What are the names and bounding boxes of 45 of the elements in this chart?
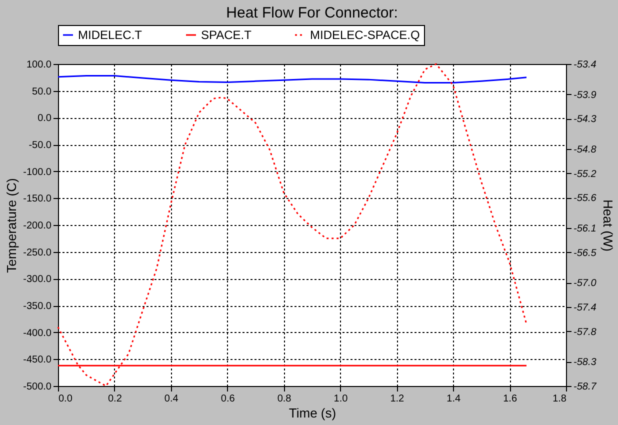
y2-tick-label: -53.9 [574, 90, 597, 101]
y-tick-label: -450.0 [23, 354, 52, 366]
legend-label: MIDELEC-SPACE.Q [310, 28, 420, 42]
y2-tick-label: -58.3 [574, 357, 597, 368]
y2-tick-label: -55.6 [574, 193, 597, 204]
y-tick-label: -100.0 [23, 166, 52, 178]
y2-tick-label: -56.5 [574, 248, 597, 259]
y2-tick-label: -57.8 [574, 326, 597, 338]
y2-tick-label: -57.0 [574, 278, 597, 290]
y2-axis-title: Heat (W) [600, 200, 616, 252]
y-tick-label: -300.0 [23, 274, 52, 286]
y2-tick-label: -53.4 [574, 60, 597, 70]
x-tick-label: 1.2 [390, 394, 405, 404]
y2-tick-label: -57.4 [574, 302, 597, 314]
y-tick-label: -500.0 [23, 382, 52, 392]
y-axis-title: Temperature (C) [4, 178, 20, 273]
y2-tick-label: -54.8 [574, 144, 597, 156]
x-axis-title: Time (s) [288, 406, 336, 420]
x-tick-label: 0.0 [58, 394, 73, 404]
chart-title: Heat Flow For Connector: [226, 4, 398, 22]
legend-label: SPACE.T [201, 28, 252, 42]
x-tick-label: 0.8 [277, 394, 292, 404]
y2-tick-label: -56.1 [574, 224, 596, 235]
x-tick-label: 1.6 [503, 394, 518, 404]
x-tick-label: 1.0 [334, 394, 348, 404]
line-series [57, 63, 528, 387]
y-tick-label: 100.0 [26, 60, 52, 70]
y2-tick-label: -58.7 [574, 382, 597, 392]
line-series [57, 75, 528, 84]
x-tick-label: 1.4 [446, 394, 461, 404]
x-tick-label: 0.2 [108, 394, 122, 404]
legend-label: MIDELEC.T [78, 28, 143, 42]
x-tick-label: 1.8 [552, 394, 567, 404]
y2-tick-label: -54.3 [574, 114, 597, 126]
y-tick-label: -350.0 [23, 301, 52, 312]
y-tick-label: 0.0 [38, 113, 52, 124]
y-tick-label: -200.0 [23, 220, 52, 232]
x-tick-label: 0.4 [164, 394, 179, 404]
y-tick-label: -150.0 [23, 194, 52, 205]
y-tick-label: -400.0 [23, 328, 52, 339]
y-tick-label: 50.0 [32, 86, 52, 98]
x-tick-label: 0.6 [220, 394, 236, 404]
y-tick-label: -250.0 [23, 247, 52, 258]
y-tick-label: -50.0 [28, 140, 52, 151]
y2-tick-label: -55.2 [574, 168, 597, 180]
